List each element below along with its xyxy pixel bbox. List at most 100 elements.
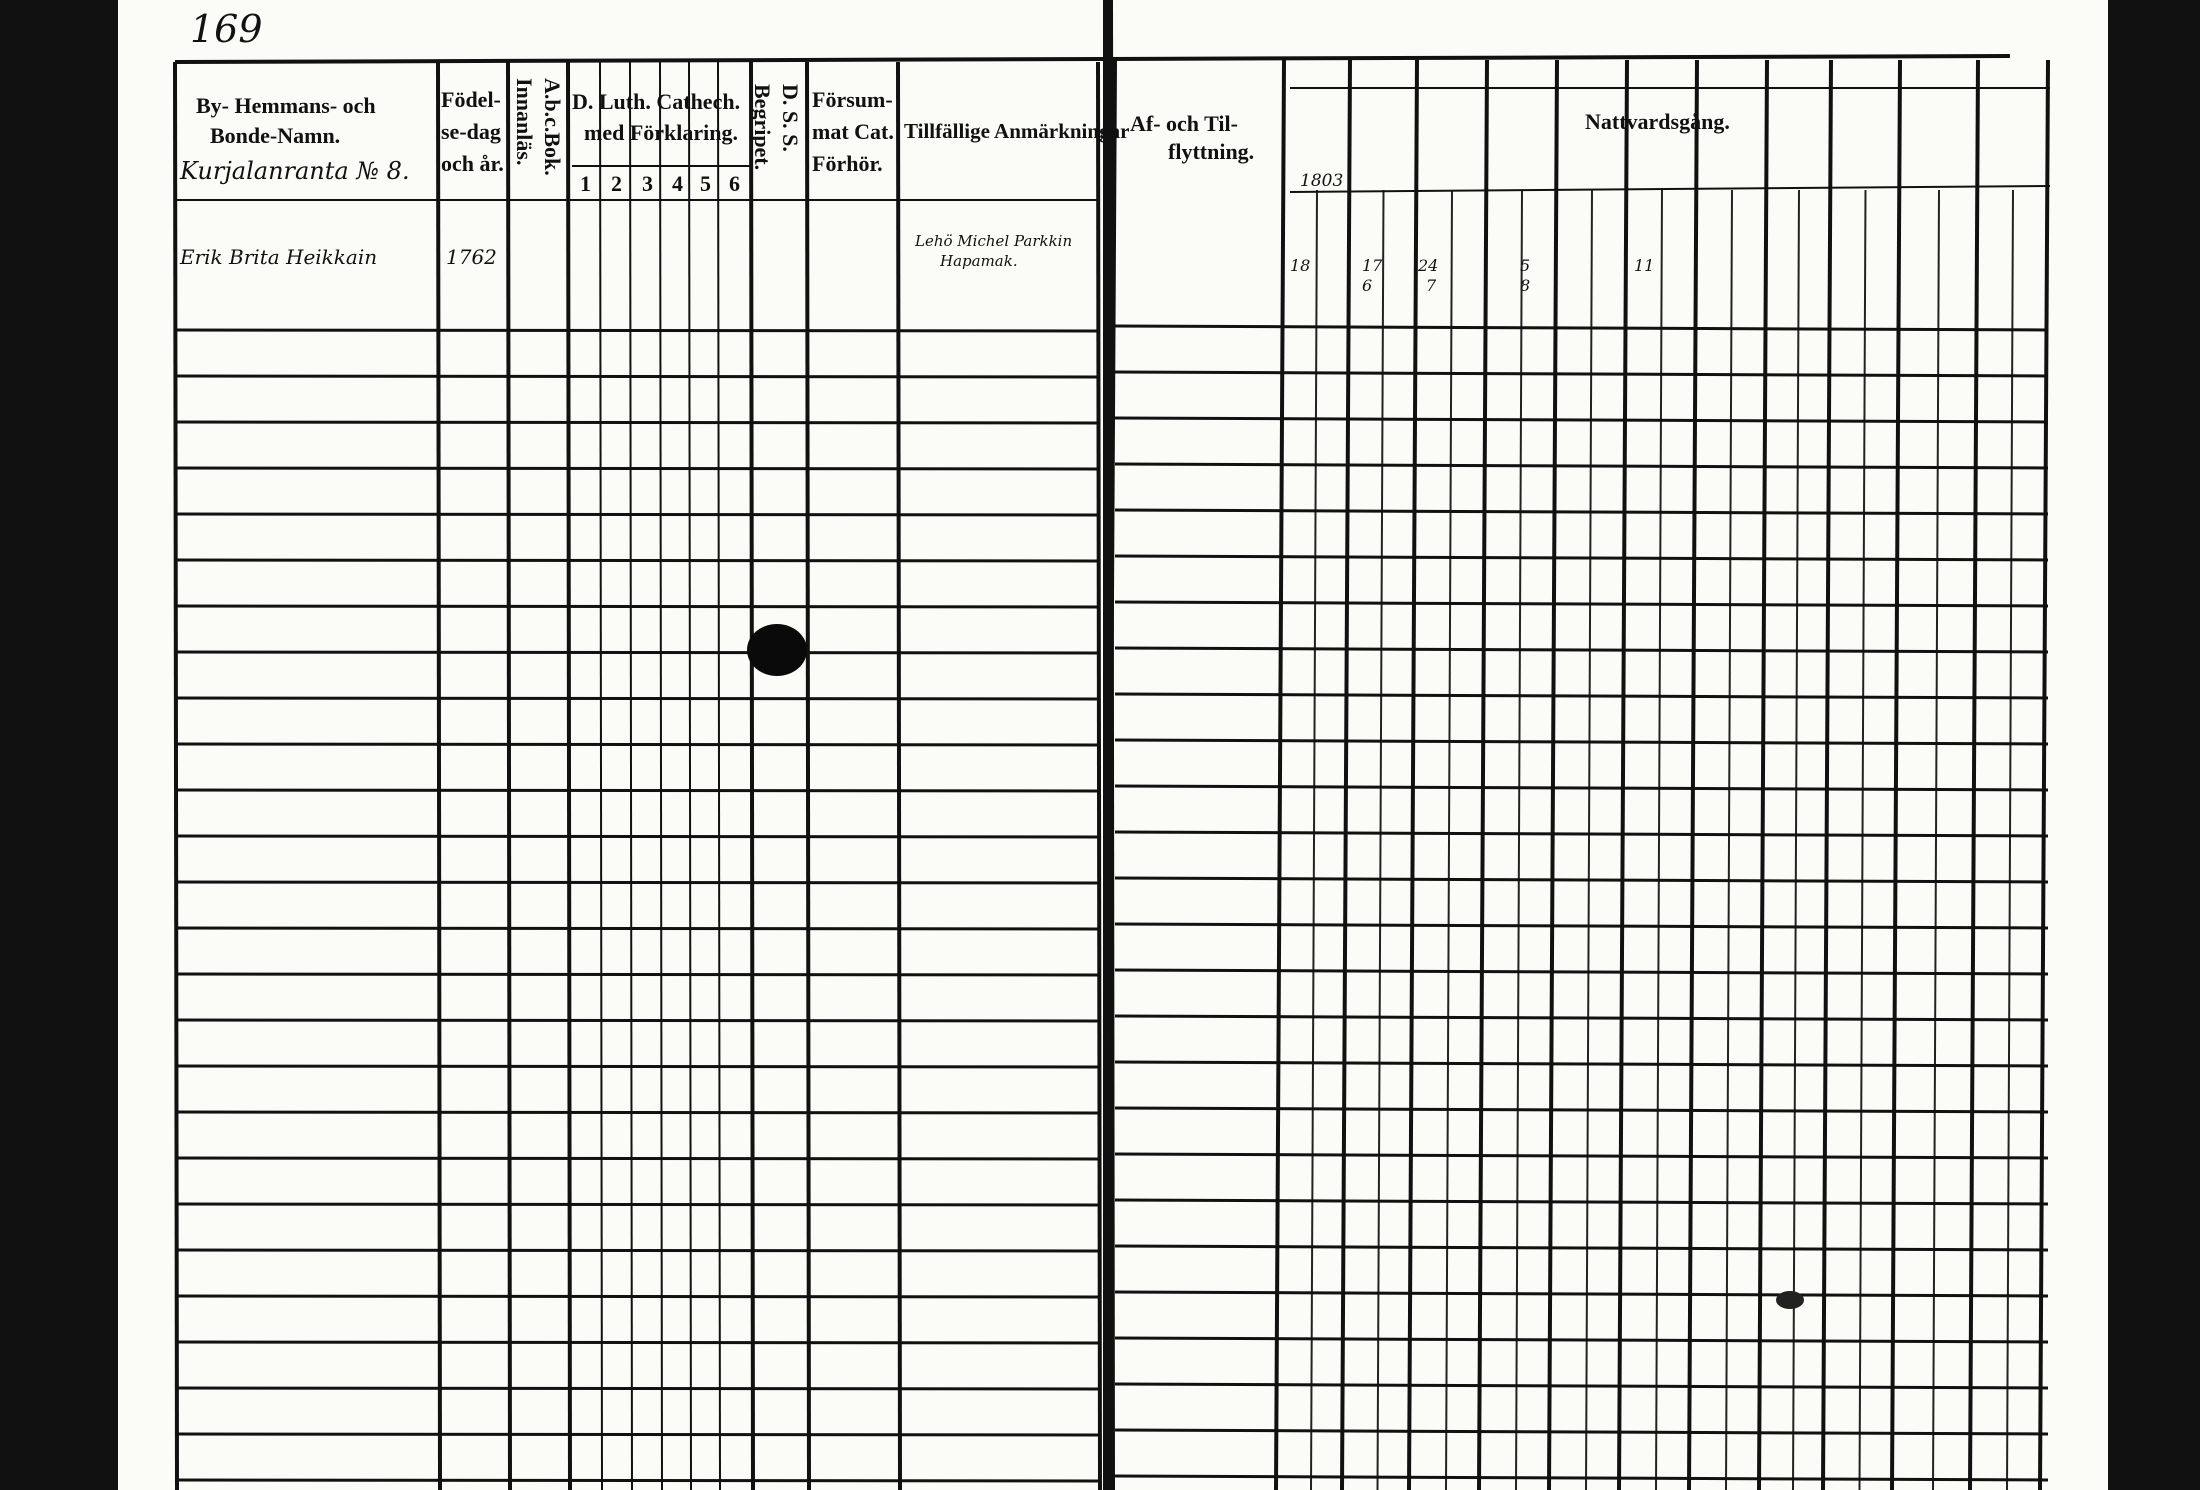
row-rule xyxy=(174,558,1099,563)
header-rule xyxy=(1289,185,2051,193)
row-rule xyxy=(174,1202,1099,1207)
communion-mark: 17 xyxy=(1362,256,1383,275)
header: 3 xyxy=(642,171,653,196)
row-rule xyxy=(1114,1198,2049,1206)
header: Begripet. xyxy=(750,84,775,171)
column-rule xyxy=(436,61,442,1490)
row-rule xyxy=(174,926,1099,931)
communion-mark: 24 xyxy=(1418,256,1439,275)
row-rule xyxy=(174,420,1099,425)
header: 5 xyxy=(700,171,711,196)
column-rule xyxy=(1376,189,1385,1490)
column-rule xyxy=(896,61,902,1490)
column-rule xyxy=(1655,189,1663,1490)
column-rule xyxy=(1932,189,1940,1490)
row-rule xyxy=(1114,1152,2049,1160)
row-rule xyxy=(174,650,1099,655)
header: och år. xyxy=(441,151,504,176)
communion-year: 1803 xyxy=(1300,171,1344,191)
header: Nattvardsgång. xyxy=(1585,109,1730,134)
header: Födel- xyxy=(441,87,501,112)
header: A.b.c.Bok. xyxy=(540,78,565,176)
row-rule xyxy=(1114,1060,2049,1068)
row-rule xyxy=(1114,1428,2049,1436)
row-rule xyxy=(1114,508,2049,516)
row-rule xyxy=(174,1340,1099,1345)
page-number: 169 xyxy=(190,7,263,51)
row-rule xyxy=(1114,324,2049,332)
row-rule xyxy=(174,1156,1099,1161)
header: med Förklaring. xyxy=(584,120,738,145)
column-rule xyxy=(1585,189,1593,1490)
row-rule xyxy=(1114,1336,2049,1344)
column-rule xyxy=(1477,59,1489,1490)
row-rule xyxy=(1114,370,2049,378)
column-rule xyxy=(173,61,179,1490)
communion-mark: 11 xyxy=(1634,256,1655,275)
column-rule xyxy=(599,61,603,1490)
column-rule xyxy=(717,61,721,1490)
row-rule xyxy=(174,1064,1099,1069)
column-rule xyxy=(1890,59,1902,1490)
row-rule xyxy=(1114,922,2049,930)
top-rule xyxy=(174,54,2011,64)
row-rule xyxy=(1114,1474,2049,1482)
column-rule xyxy=(1792,189,1800,1490)
row-rule xyxy=(1114,968,2049,976)
column-rule xyxy=(1858,189,1867,1490)
row-rule xyxy=(1114,1290,2049,1298)
column-rule xyxy=(1096,61,1102,1490)
row-rule xyxy=(174,1294,1099,1299)
village: Kurjalanranta № 8. xyxy=(180,157,410,185)
header: Bonde-Namn. xyxy=(210,123,341,148)
row-rule xyxy=(174,1110,1099,1115)
header: se-dag xyxy=(441,119,501,144)
header: 2 xyxy=(611,171,622,196)
header: D. Luth. Cathech. xyxy=(572,89,741,114)
column-rule xyxy=(688,61,692,1490)
row-rule xyxy=(1114,738,2049,746)
remark: Hapamak. xyxy=(940,252,1018,270)
header: Af- och Til- xyxy=(1130,111,1238,136)
column-rule xyxy=(1547,59,1559,1490)
row-rule xyxy=(174,328,1099,333)
column-rule xyxy=(805,61,811,1490)
column-rule xyxy=(2038,59,2050,1490)
row-rule xyxy=(1114,1244,2049,1252)
column-rule xyxy=(1515,189,1523,1490)
column-rule xyxy=(2006,189,2014,1490)
column-rule xyxy=(749,61,755,1490)
column-rule xyxy=(1340,59,1352,1490)
column-rule xyxy=(1274,59,1286,1490)
header: Förhör. xyxy=(812,151,883,176)
row-rule xyxy=(174,880,1099,885)
row-rule xyxy=(1114,830,2049,838)
column-rule xyxy=(1617,59,1629,1490)
row-rule xyxy=(174,1432,1099,1437)
row-rule xyxy=(174,788,1099,793)
column-rule xyxy=(1821,59,1833,1490)
communion-mark: 5 xyxy=(1520,256,1531,275)
ink-blot xyxy=(1776,1291,1804,1309)
row-rule xyxy=(174,512,1099,517)
column-rule xyxy=(1725,189,1733,1490)
communion-mark: 7 xyxy=(1426,276,1437,295)
row-rule xyxy=(174,604,1099,609)
row-rule xyxy=(174,466,1099,471)
header: 4 xyxy=(672,171,683,196)
row-rule xyxy=(1114,876,2049,884)
row-rule xyxy=(1114,600,2049,608)
row-rule xyxy=(174,742,1099,747)
column-rule xyxy=(1968,59,1980,1490)
row-rule xyxy=(174,972,1099,977)
header: 6 xyxy=(729,171,740,196)
row-rule xyxy=(1114,1382,2049,1390)
header: D. S. S. xyxy=(778,84,803,152)
row-rule xyxy=(174,1248,1099,1253)
row-rule xyxy=(1114,646,2049,654)
column-rule xyxy=(629,61,633,1490)
ink-blot xyxy=(747,624,807,676)
column-rule xyxy=(1407,59,1419,1490)
